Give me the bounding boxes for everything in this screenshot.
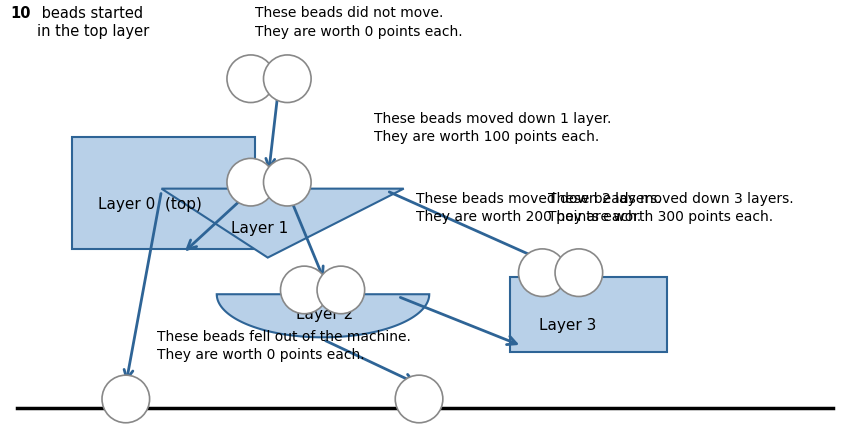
Ellipse shape — [395, 375, 443, 423]
Bar — [510, 277, 667, 353]
Ellipse shape — [264, 159, 311, 206]
Text: These beads fell out of the machine.
They are worth 0 points each.: These beads fell out of the machine. The… — [157, 329, 411, 361]
Text: These beads moved down 2 layers.
They are worth 200 points each.: These beads moved down 2 layers. They ar… — [416, 191, 662, 224]
Ellipse shape — [317, 267, 365, 314]
Text: beads started
in the top layer: beads started in the top layer — [37, 6, 150, 39]
Ellipse shape — [518, 249, 566, 297]
Ellipse shape — [280, 267, 328, 314]
Ellipse shape — [227, 56, 275, 103]
Text: Layer 3: Layer 3 — [539, 317, 597, 332]
Text: Layer 2: Layer 2 — [296, 307, 354, 321]
Ellipse shape — [227, 159, 275, 206]
Text: Layer 1: Layer 1 — [230, 221, 288, 235]
Text: 10: 10 — [10, 6, 31, 22]
Text: These beads moved down 3 layers.
They are worth 300 points each.: These beads moved down 3 layers. They ar… — [548, 191, 794, 224]
Ellipse shape — [555, 249, 603, 297]
Text: Layer 0  (top): Layer 0 (top) — [98, 197, 201, 212]
Text: These beads moved down 1 layer.
They are worth 100 points each.: These beads moved down 1 layer. They are… — [374, 112, 611, 144]
Text: These beads did not move.
They are worth 0 points each.: These beads did not move. They are worth… — [255, 6, 462, 39]
Polygon shape — [162, 189, 404, 258]
Ellipse shape — [264, 56, 311, 103]
Polygon shape — [217, 295, 429, 338]
Ellipse shape — [102, 375, 150, 423]
Bar — [72, 138, 255, 249]
